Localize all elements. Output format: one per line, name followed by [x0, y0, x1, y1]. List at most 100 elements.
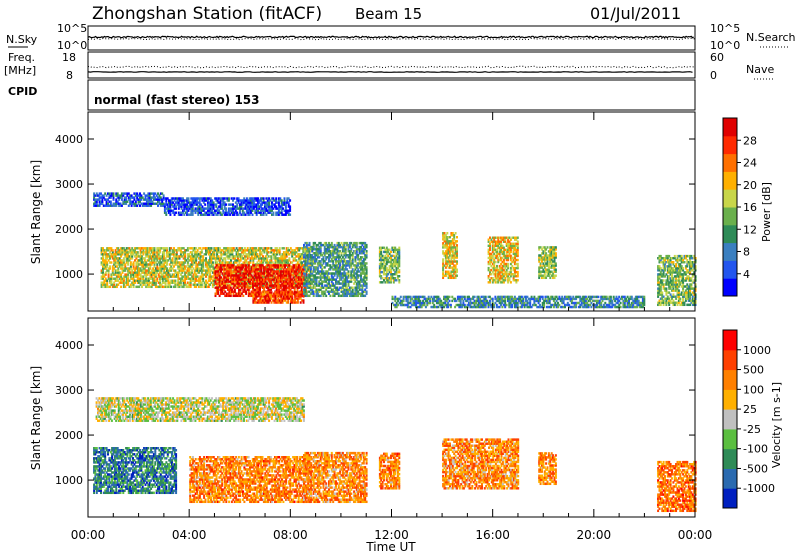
- nsky-label: N.Sky: [6, 33, 38, 46]
- echo-cell: [288, 264, 291, 267]
- echo-cell: [237, 251, 239, 254]
- echo-cell: [189, 265, 192, 268]
- echo-cell: [272, 286, 275, 289]
- echo-cell: [109, 247, 111, 250]
- echo-cell: [224, 247, 227, 250]
- echo-cell: [132, 253, 135, 256]
- echo-cell: [125, 273, 128, 276]
- echo-cell: [209, 275, 212, 278]
- echo-cell: [357, 294, 360, 298]
- echo-cell: [202, 277, 205, 280]
- echo-cell: [125, 253, 128, 256]
- echo-cell: [143, 247, 146, 250]
- echo-cell: [199, 279, 202, 282]
- echo-cell: [213, 253, 216, 256]
- echo-cell: [166, 255, 168, 258]
- echo-cell: [160, 275, 163, 278]
- echo-cell: [166, 261, 168, 264]
- echo-cell: [152, 273, 155, 276]
- echo-cell: [206, 261, 209, 264]
- echo-cell: [103, 251, 106, 254]
- echo-cell: [191, 265, 194, 268]
- echo-cell: [135, 255, 138, 258]
- echo-cell: [225, 247, 228, 250]
- freq-unit: [MHz]: [4, 64, 36, 77]
- echo-cell: [200, 275, 203, 278]
- echo-cell: [161, 265, 164, 268]
- echo-cell: [139, 257, 142, 260]
- echo-cell: [159, 277, 162, 280]
- echo-cell: [199, 247, 202, 250]
- echo-cell: [109, 257, 111, 260]
- echo-cell: [186, 257, 189, 260]
- echo-cell: [159, 267, 162, 270]
- echo-cell: [178, 277, 181, 280]
- echo-cell: [131, 273, 134, 276]
- echo-cell: [106, 253, 109, 256]
- echo-cell: [120, 255, 123, 258]
- echo-cell: [189, 283, 192, 286]
- cpid-label: CPID: [8, 85, 37, 98]
- echo-cell: [163, 253, 166, 256]
- echo-cell: [103, 265, 106, 268]
- echo-cell: [118, 259, 121, 262]
- echo-cell: [170, 247, 173, 250]
- echo-cell: [164, 271, 167, 274]
- echo-cell: [314, 262, 317, 265]
- echo-cell: [210, 281, 213, 284]
- echo-cell: [164, 257, 167, 260]
- echo-cell: [351, 268, 354, 271]
- echo-cell: [153, 249, 156, 252]
- echo-cell: [150, 249, 153, 252]
- echo-cell: [207, 259, 210, 262]
- echo-cell: [153, 265, 156, 268]
- echo-cell: [147, 277, 150, 280]
- echo-cell: [203, 247, 206, 250]
- echo-cell: [122, 285, 125, 289]
- echo-cell: [206, 281, 209, 284]
- echo-cell: [205, 249, 207, 252]
- echo-cell: [152, 257, 155, 260]
- echo-cell: [193, 285, 196, 289]
- echo-cell: [231, 257, 234, 260]
- echo-cell: [365, 243, 368, 247]
- echo-cell: [170, 265, 173, 268]
- echo-cell: [154, 267, 157, 270]
- echo-cell: [188, 253, 191, 256]
- echo-cell: [207, 275, 210, 278]
- echo-cell: [184, 261, 187, 264]
- echo-cell: [106, 247, 109, 250]
- echo-cell: [207, 261, 210, 264]
- echo-cell: [381, 281, 384, 284]
- echo-cell: [205, 247, 207, 250]
- echo-cell: [147, 281, 150, 284]
- echo-cell: [150, 283, 153, 286]
- echo-cell: [224, 253, 227, 256]
- echo-cell: [187, 209, 190, 212]
- echo-cell: [139, 255, 142, 258]
- echo-cell: [127, 247, 130, 250]
- echo-cell: [110, 275, 113, 278]
- echo-cell: [121, 269, 124, 272]
- echo-cell: [232, 261, 235, 264]
- echo-cell: [136, 253, 139, 256]
- echo-cell: [153, 281, 156, 284]
- echo-cell: [153, 257, 156, 260]
- echo-cell: [103, 249, 106, 252]
- echo-cell: [157, 247, 160, 250]
- echo-cell: [365, 290, 368, 293]
- echo-cell: [142, 283, 145, 286]
- echo-cell: [207, 279, 210, 282]
- echo-cell: [224, 249, 227, 252]
- echo-cell: [113, 263, 116, 266]
- echo-cell: [235, 247, 238, 250]
- echo-cell: [150, 269, 153, 272]
- echo-cell: [143, 273, 146, 276]
- echo-cell: [210, 247, 213, 250]
- echo-cell: [153, 275, 156, 278]
- echo-cell: [287, 201, 290, 204]
- echo-cell: [102, 265, 104, 268]
- echo-cell: [199, 255, 202, 258]
- echo-cell: [156, 279, 159, 282]
- nsearch-trace: [88, 37, 696, 41]
